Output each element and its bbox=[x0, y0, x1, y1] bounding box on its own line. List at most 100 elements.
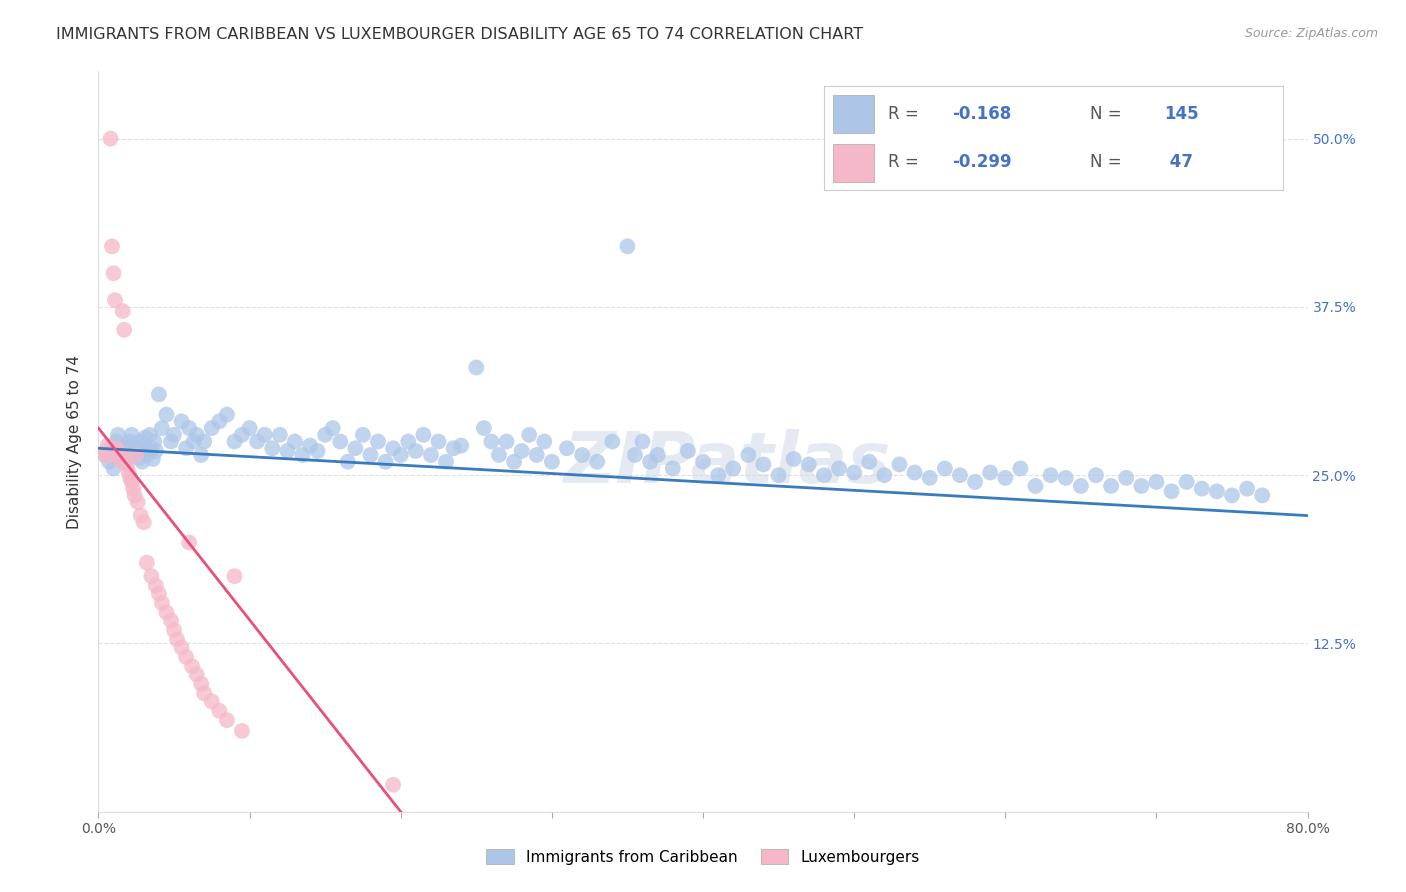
Point bbox=[510, 444, 533, 458]
Y-axis label: Disability Age 65 to 74: Disability Age 65 to 74 bbox=[67, 354, 83, 529]
Point bbox=[396, 434, 419, 449]
Point bbox=[239, 421, 262, 435]
Point bbox=[844, 466, 866, 480]
Point bbox=[253, 427, 276, 442]
Point bbox=[128, 450, 150, 465]
Point bbox=[118, 466, 141, 480]
Text: ZIPatlas: ZIPatlas bbox=[564, 429, 891, 499]
Point bbox=[179, 535, 201, 549]
Point bbox=[105, 434, 128, 449]
Point bbox=[1054, 471, 1077, 485]
Legend: Immigrants from Caribbean, Luxembourgers: Immigrants from Caribbean, Luxembourgers bbox=[481, 843, 925, 871]
Point bbox=[120, 434, 142, 449]
Point bbox=[443, 442, 465, 456]
Point bbox=[526, 448, 548, 462]
Point bbox=[170, 640, 193, 655]
Point bbox=[873, 468, 896, 483]
Point bbox=[382, 778, 405, 792]
Point bbox=[533, 434, 555, 449]
Point bbox=[155, 408, 177, 422]
Point bbox=[723, 461, 745, 475]
Point bbox=[160, 614, 183, 628]
Point bbox=[231, 723, 253, 738]
Point bbox=[284, 434, 307, 449]
Point bbox=[314, 427, 336, 442]
Point bbox=[269, 427, 291, 442]
Point bbox=[100, 131, 122, 145]
Point bbox=[1024, 479, 1046, 493]
Point bbox=[129, 508, 152, 523]
Point bbox=[752, 458, 775, 472]
Point bbox=[768, 468, 790, 483]
Point bbox=[336, 455, 359, 469]
Point bbox=[412, 427, 434, 442]
Point bbox=[889, 458, 911, 472]
Point bbox=[291, 448, 314, 462]
Point bbox=[139, 427, 162, 442]
Point bbox=[115, 444, 138, 458]
Point bbox=[124, 488, 146, 502]
Point bbox=[1099, 479, 1122, 493]
Point bbox=[1070, 479, 1092, 493]
Point bbox=[148, 587, 170, 601]
Point bbox=[170, 414, 193, 428]
Point bbox=[183, 434, 205, 449]
Point bbox=[179, 421, 201, 435]
Point bbox=[571, 448, 593, 462]
Point bbox=[1039, 468, 1062, 483]
Point bbox=[142, 452, 165, 467]
Point bbox=[1191, 482, 1213, 496]
Point bbox=[692, 455, 714, 469]
Point bbox=[1144, 475, 1167, 489]
Point bbox=[201, 421, 224, 435]
Point bbox=[979, 466, 1001, 480]
Point bbox=[120, 471, 142, 485]
Text: Source: ZipAtlas.com: Source: ZipAtlas.com bbox=[1244, 27, 1378, 40]
Point bbox=[555, 442, 578, 456]
Point bbox=[382, 442, 405, 456]
Point bbox=[208, 704, 231, 718]
Point bbox=[143, 434, 166, 449]
Point bbox=[166, 632, 188, 647]
Point bbox=[224, 434, 246, 449]
Point bbox=[135, 556, 157, 570]
Point bbox=[517, 427, 540, 442]
Point bbox=[602, 434, 624, 449]
Point bbox=[112, 323, 135, 337]
Point bbox=[1251, 488, 1274, 502]
Point bbox=[540, 455, 562, 469]
Point bbox=[193, 686, 215, 700]
Point bbox=[145, 444, 167, 458]
Point bbox=[150, 421, 173, 435]
Point bbox=[949, 468, 972, 483]
Point bbox=[174, 442, 197, 456]
Point bbox=[127, 444, 149, 458]
Point bbox=[934, 461, 956, 475]
Point bbox=[503, 455, 526, 469]
Point bbox=[107, 444, 129, 458]
Point bbox=[141, 442, 163, 456]
Point bbox=[374, 455, 396, 469]
Point bbox=[465, 360, 488, 375]
Point bbox=[141, 569, 163, 583]
Point bbox=[624, 448, 647, 462]
Point bbox=[276, 444, 298, 458]
Point bbox=[101, 442, 124, 456]
Point bbox=[1010, 461, 1032, 475]
Point bbox=[190, 448, 212, 462]
Point bbox=[121, 475, 143, 489]
Point bbox=[181, 659, 204, 673]
Point bbox=[783, 452, 806, 467]
Point bbox=[96, 439, 118, 453]
Point bbox=[965, 475, 987, 489]
Point bbox=[108, 448, 131, 462]
Point bbox=[94, 444, 117, 458]
Point bbox=[813, 468, 835, 483]
Point bbox=[186, 427, 208, 442]
Point bbox=[111, 304, 134, 318]
Point bbox=[1160, 484, 1182, 499]
Point bbox=[160, 434, 183, 449]
Point bbox=[472, 421, 495, 435]
Point bbox=[420, 448, 443, 462]
Point bbox=[127, 495, 149, 509]
